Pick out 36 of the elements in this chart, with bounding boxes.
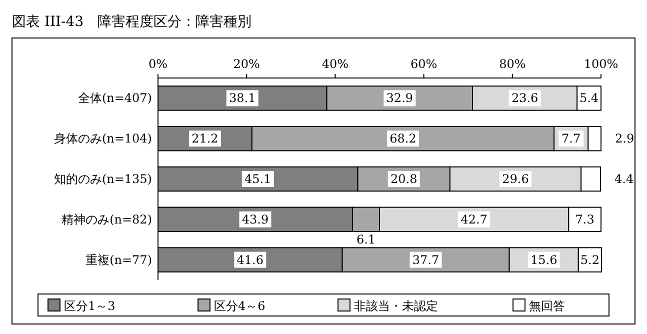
data-label: 6.1	[356, 232, 376, 247]
data-label: 7.3	[575, 212, 594, 226]
data-label: 20.8	[390, 172, 418, 186]
legend-label: 区分1～3	[64, 299, 116, 313]
y-tick-label: 身体のみ(n=104)	[54, 132, 152, 146]
x-tick-label: 40%	[322, 57, 349, 71]
data-label: 7.7	[562, 132, 581, 146]
legend-label: 非該当・未認定	[354, 299, 438, 313]
data-label: 45.1	[244, 172, 272, 186]
x-tick-label: 80%	[499, 57, 526, 71]
y-tick-label: 全体(n=407)	[78, 91, 152, 106]
chart-title: 図表 III-43 障害程度区分：障害種別	[12, 14, 252, 30]
x-tick-label: 0%	[148, 57, 168, 71]
data-label: 68.2	[390, 132, 416, 146]
data-label: 21.2	[192, 132, 218, 146]
data-label: 15.6	[530, 252, 558, 267]
data-label: 37.7	[412, 252, 440, 267]
data-label: 38.1	[229, 91, 256, 106]
data-label: 32.9	[386, 91, 414, 106]
data-label: 42.7	[460, 212, 488, 226]
data-label: 5.2	[580, 252, 600, 267]
x-tick-label: 100%	[584, 57, 618, 71]
legend-label: 区分4～6	[214, 299, 266, 313]
y-tick-label: 重複(n=77)	[86, 252, 152, 267]
x-tick-label: 60%	[410, 57, 438, 71]
data-label: 5.4	[579, 91, 599, 106]
data-label: 41.6	[236, 252, 264, 267]
data-label: 29.6	[502, 172, 529, 186]
data-label: 23.6	[511, 91, 538, 106]
y-tick-label: 知的のみ(n=135)	[54, 172, 152, 186]
data-label: 4.4	[614, 172, 634, 186]
data-label: 2.9	[615, 132, 634, 146]
x-tick-label: 20%	[233, 57, 260, 71]
data-label: 43.9	[242, 212, 269, 226]
y-tick-label: 精神のみ(n=82)	[62, 212, 152, 226]
legend-label: 無回答	[529, 299, 565, 313]
